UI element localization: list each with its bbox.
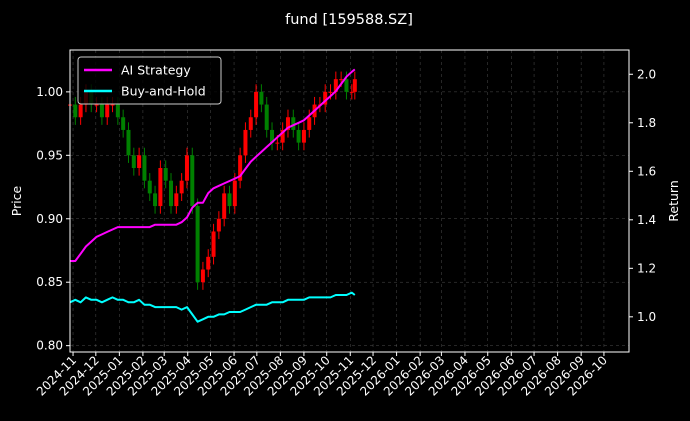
price-candle — [211, 231, 216, 257]
price-candle — [131, 155, 136, 169]
price-candle — [78, 104, 83, 118]
plot-frame — [69, 49, 630, 353]
price-candle — [285, 117, 290, 130]
right-y-tick-label: 1.4 — [637, 213, 656, 227]
price-candles — [68, 71, 357, 290]
price-candle — [254, 91, 259, 118]
left-y-tick-label: 0.80 — [36, 339, 63, 353]
price-candle — [115, 104, 120, 118]
legend-box — [77, 56, 222, 105]
price-candle — [352, 79, 357, 92]
price-candle — [344, 79, 349, 92]
price-candle — [153, 193, 158, 207]
price-candle — [147, 180, 152, 194]
price-candle — [243, 129, 248, 156]
price-candle — [126, 129, 131, 156]
price-candle — [195, 206, 200, 283]
left-y-tick-label: 0.90 — [36, 212, 63, 226]
price-candle — [99, 104, 104, 118]
price-candle — [296, 129, 301, 143]
price-candle — [142, 155, 147, 181]
price-candle — [121, 117, 126, 130]
price-candle — [275, 142, 280, 144]
price-candle — [174, 193, 179, 207]
price-candle — [280, 129, 285, 143]
price-candle — [94, 104, 99, 106]
price-candle — [328, 91, 333, 93]
price-candle — [179, 180, 184, 194]
ai-strategy-line — [70, 68, 356, 262]
price-candle — [291, 117, 296, 130]
price-candle — [184, 155, 189, 181]
legend-buy-and-hold-label: Buy-and-Hold — [121, 84, 206, 99]
series-lines — [69, 68, 356, 323]
right-y-tick-label: 1.2 — [637, 261, 656, 275]
price-candle — [158, 168, 163, 207]
right-y-tick-label: 2.0 — [637, 67, 656, 81]
left-y-tick-label: 1.00 — [36, 85, 63, 99]
price-candle — [206, 256, 211, 270]
price-candle — [238, 155, 243, 181]
price-candle — [110, 104, 115, 106]
legend: AI Strategy Buy-and-Hold — [77, 56, 222, 105]
price-candle — [339, 79, 344, 81]
left-y-tick-label: 0.85 — [36, 275, 63, 289]
left-y-tick-label: 0.95 — [36, 148, 63, 162]
price-candle — [301, 129, 306, 143]
price-candle — [73, 104, 78, 118]
price-candle — [259, 91, 264, 105]
price-candle — [270, 129, 275, 143]
price-candle — [307, 117, 312, 130]
price-candle — [227, 193, 232, 207]
price-candle — [169, 180, 174, 207]
right-y-tick-label: 1.6 — [637, 164, 656, 178]
price-candle — [349, 91, 354, 93]
right-y-tick-label: 1.0 — [637, 310, 656, 324]
price-candle — [232, 180, 237, 207]
price-candle — [163, 168, 168, 181]
price-candle — [190, 155, 195, 207]
price-candle — [323, 91, 328, 105]
left-axis-label: Price — [9, 185, 24, 216]
right-axis-label: Return — [666, 180, 681, 221]
price-candle — [248, 117, 253, 130]
price-candle — [105, 104, 110, 118]
chart-title: fund [159588.SZ] — [285, 12, 413, 28]
price-candle — [216, 218, 221, 232]
price-candle — [222, 193, 227, 219]
price-candle — [137, 155, 142, 169]
legend-ai-strategy-label: AI Strategy — [121, 63, 191, 78]
price-candle — [333, 79, 338, 92]
price-candle — [264, 104, 269, 130]
buy-and-hold-line — [69, 291, 356, 323]
price-candle — [200, 269, 205, 283]
right-y-tick-label: 1.8 — [637, 116, 656, 130]
